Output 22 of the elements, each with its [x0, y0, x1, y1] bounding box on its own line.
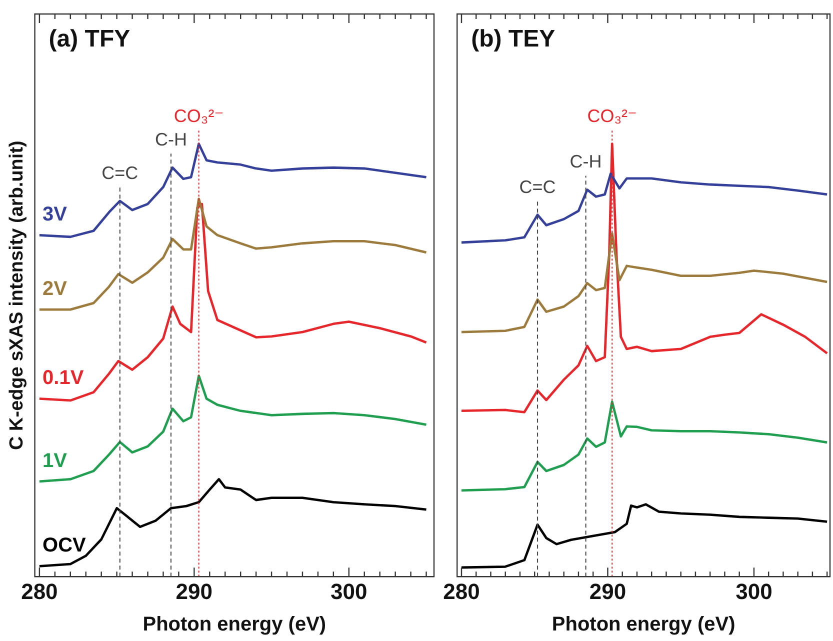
x-tick-label: 280 [21, 578, 58, 604]
ref-line-label: C=C [102, 162, 138, 183]
ref-line-label: C=C [519, 176, 556, 197]
series-label: OCV [42, 534, 87, 557]
chart-title: (a) TFY [48, 26, 130, 53]
ref-line-label: C-H [570, 152, 602, 172]
x-tick-label: 290 [589, 578, 626, 604]
series-label: 1V [42, 450, 68, 472]
x-axis-title: Photon energy (eV) [142, 614, 326, 636]
x-axis-title: Photon energy (eV) [552, 614, 736, 636]
ref-line-label: CO₃²⁻ [587, 106, 638, 126]
x-tick-label: 300 [330, 578, 368, 604]
ref-line-label: CO₃²⁻ [174, 106, 224, 126]
series-label: 0.1V [42, 367, 84, 390]
y-axis-title: C K-edge sXAS intensity (arb.unit) [6, 140, 28, 450]
series-label: 3V [42, 204, 68, 226]
x-tick-label: 300 [736, 578, 772, 604]
series-label: 2V [42, 278, 68, 300]
x-tick-label: 290 [176, 578, 213, 604]
ref-line-label: C-H [154, 130, 187, 150]
x-tick-label: 280 [443, 578, 480, 604]
chart-title: (b) TEY [471, 26, 556, 53]
